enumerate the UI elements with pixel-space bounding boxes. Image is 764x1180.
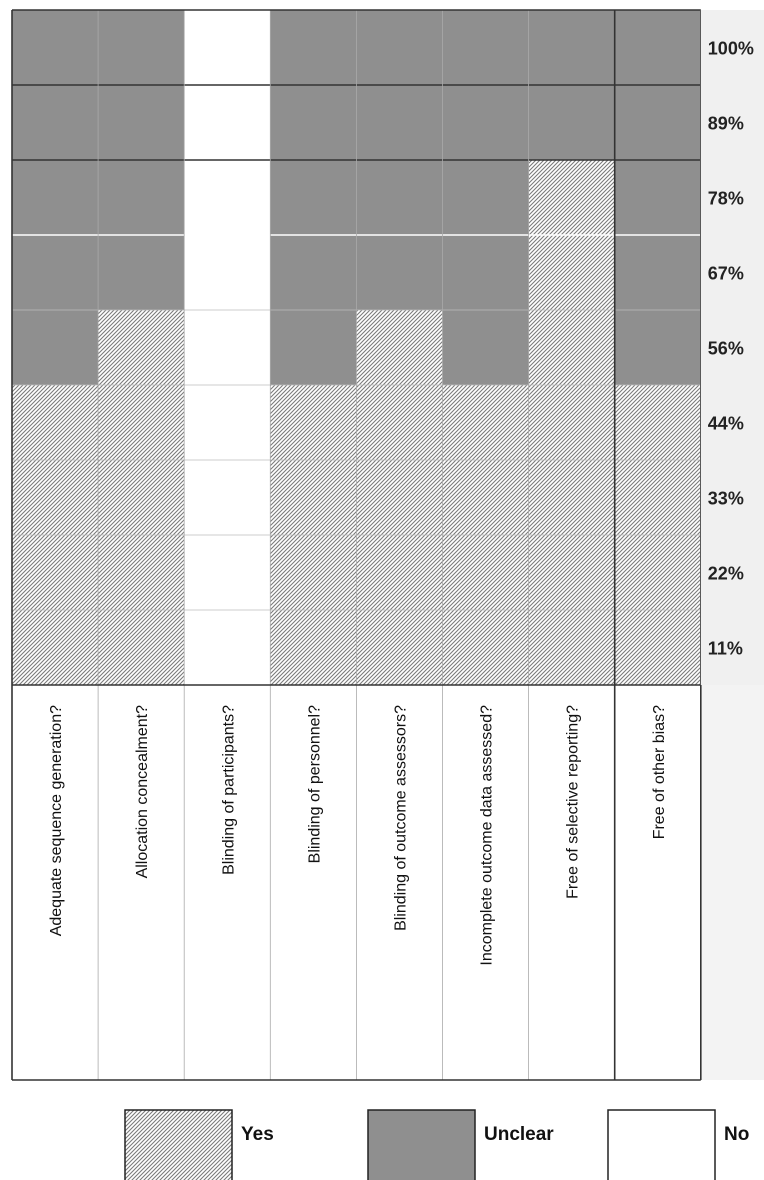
legend-label-no: No [724, 1124, 749, 1145]
y-tick-label: 33% [708, 489, 744, 509]
cell-unclear [442, 10, 529, 85]
legend-swatch-yes [124, 1109, 233, 1180]
cell-yes [442, 385, 529, 460]
cell-yes [442, 535, 529, 610]
column-label: Incomplete outcome data assessed? [479, 705, 496, 966]
cell-yes [442, 460, 529, 535]
cell-unclear [12, 235, 99, 310]
cell-unclear [356, 235, 443, 310]
cell-yes [12, 535, 99, 610]
cell-no [184, 235, 271, 310]
cell-unclear [442, 310, 529, 385]
column-label: Free of other bias? [651, 705, 668, 839]
y-tick-label: 22% [708, 564, 744, 584]
column-label: Blinding of outcome assessors? [392, 705, 409, 931]
cell-yes [528, 160, 615, 235]
y-tick-label: 56% [708, 339, 744, 359]
cell-no [184, 310, 271, 385]
legend-swatch-unclear [367, 1109, 476, 1180]
column-label: Adequate sequence generation? [48, 705, 65, 936]
cell-yes [614, 535, 701, 610]
y-tick-label: 67% [708, 264, 744, 284]
legend-label-unclear: Unclear [484, 1124, 554, 1145]
cell-unclear [356, 160, 443, 235]
cell-yes [98, 310, 185, 385]
cell-yes [614, 610, 701, 685]
cell-unclear [528, 10, 615, 85]
cell-yes [528, 535, 615, 610]
cell-unclear [12, 160, 99, 235]
cell-unclear [356, 10, 443, 85]
cell-yes [12, 460, 99, 535]
cell-unclear [614, 160, 701, 235]
cell-unclear [614, 85, 701, 160]
cell-yes [98, 535, 185, 610]
column-label: Blinding of participants? [220, 705, 237, 875]
cell-unclear [528, 85, 615, 160]
cell-yes [528, 235, 615, 310]
cell-yes [528, 385, 615, 460]
cell-no [184, 85, 271, 160]
cell-yes [356, 385, 443, 460]
cell-yes [442, 610, 529, 685]
y-tick-label: 100% [708, 39, 754, 59]
cell-yes [12, 385, 99, 460]
cell-unclear [98, 85, 185, 160]
cell-yes [270, 385, 357, 460]
cell-yes [356, 535, 443, 610]
cell-no [184, 535, 271, 610]
legend-swatch-no [607, 1109, 716, 1180]
cell-unclear [270, 10, 357, 85]
cell-unclear [12, 10, 99, 85]
tick-panel [700, 10, 764, 685]
cell-no [184, 10, 271, 85]
legend-label-yes: Yes [241, 1124, 274, 1145]
y-tick-label: 44% [708, 414, 744, 434]
cell-unclear [356, 85, 443, 160]
cell-yes [270, 460, 357, 535]
cell-unclear [12, 85, 99, 160]
column-label: Free of selective reporting? [565, 705, 582, 899]
column-label: Allocation concealment? [134, 705, 151, 879]
cell-unclear [614, 10, 701, 85]
cell-yes [528, 460, 615, 535]
cell-yes [356, 460, 443, 535]
cell-yes [356, 310, 443, 385]
cell-unclear [442, 160, 529, 235]
cell-yes [528, 610, 615, 685]
cell-yes [12, 610, 99, 685]
cell-yes [98, 610, 185, 685]
cell-unclear [270, 85, 357, 160]
cell-yes [270, 610, 357, 685]
empty-label-cell [700, 685, 764, 1080]
cell-unclear [270, 160, 357, 235]
y-tick-label: 11% [708, 639, 743, 659]
cell-unclear [442, 235, 529, 310]
cell-no [184, 460, 271, 535]
y-tick-label: 89% [708, 114, 744, 134]
cell-no [184, 610, 271, 685]
cell-unclear [270, 310, 357, 385]
cell-unclear [442, 85, 529, 160]
cell-no [184, 160, 271, 235]
column-label: Blinding of personnel? [306, 705, 323, 863]
cell-unclear [12, 310, 99, 385]
cell-yes [98, 385, 185, 460]
cell-yes [614, 385, 701, 460]
cell-yes [356, 610, 443, 685]
cell-yes [98, 460, 185, 535]
cell-unclear [98, 160, 185, 235]
cell-unclear [614, 310, 701, 385]
cell-yes [614, 460, 701, 535]
y-tick-label: 78% [708, 189, 744, 209]
cell-unclear [98, 235, 185, 310]
cell-yes [528, 310, 615, 385]
cell-unclear [614, 235, 701, 310]
cell-unclear [98, 10, 185, 85]
cell-unclear [270, 235, 357, 310]
cell-yes [270, 535, 357, 610]
cell-no [184, 385, 271, 460]
